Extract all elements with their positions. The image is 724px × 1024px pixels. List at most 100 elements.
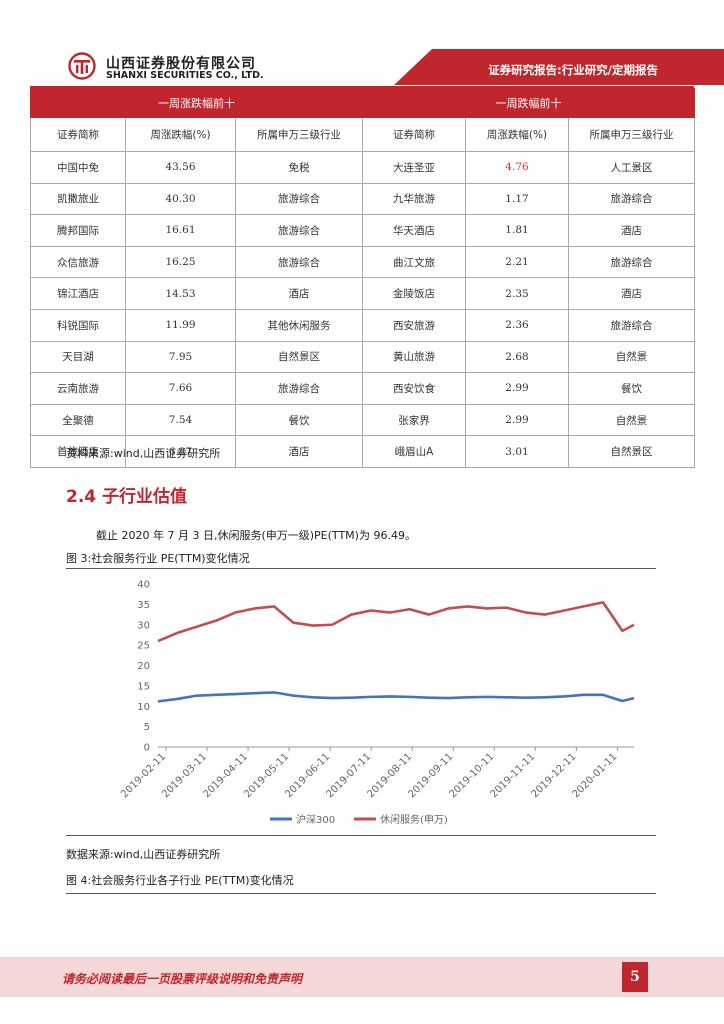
table-cell: 酒店 xyxy=(235,277,363,310)
table-cell: 11.99 xyxy=(125,308,236,342)
table-cell: 张家界 xyxy=(362,403,466,437)
table-cell: 旅游综合 xyxy=(235,214,363,247)
table-cell: 4.76 xyxy=(465,151,569,184)
table-cell: 云南旅游 xyxy=(30,372,126,405)
table-row: 凯撒旅业 40.30 旅游综合 九华旅游 1.17 旅游综合 xyxy=(30,182,696,216)
table-cell: 旅游综合 xyxy=(567,245,696,279)
table-cell: 6.27 xyxy=(125,435,236,468)
legend-label: 休闲服务(申万) xyxy=(380,813,448,826)
table-cell: 中国中免 xyxy=(30,151,126,184)
table-cell: 16.61 xyxy=(125,214,236,247)
table-cell: 旅游综合 xyxy=(567,182,696,216)
table-cell: 旅游综合 xyxy=(235,245,363,279)
table-cell: 天目湖 xyxy=(30,340,126,374)
y-tick-label: 15 xyxy=(137,681,150,692)
table-cell: 大连圣亚 xyxy=(362,151,466,184)
table-cell: 自然景区 xyxy=(567,435,696,468)
figure4-top-rule xyxy=(66,893,656,894)
table-cell: 7.54 xyxy=(125,403,236,437)
table-row: 首旅酒店 6.27 酒店 峨眉山A 3.01 自然景区 xyxy=(30,435,696,468)
table-cell: 2.99 xyxy=(465,403,569,437)
table-row: 云南旅游 7.66 旅游综合 西安饮食 2.99 餐饮 xyxy=(30,372,696,405)
table-cell: 自然景 xyxy=(567,340,696,374)
table-cell: 2.21 xyxy=(465,245,569,279)
column-header: 周涨跌幅(%) xyxy=(125,117,236,152)
pe-line-chart: 0 5 10 15 20 25 30 35 40 2019-02-112019-03-11201… xyxy=(119,580,635,826)
header-banner xyxy=(394,49,724,85)
table-cell: 40.30 xyxy=(125,182,236,216)
table-cell: 免税 xyxy=(235,151,363,184)
page-number: 5 xyxy=(622,962,648,992)
table-cell: 科锐国际 xyxy=(30,308,126,342)
chart-series xyxy=(157,601,635,703)
section-title: 2.4 子行业估值 xyxy=(66,487,188,507)
table-cell: 峨眉山A xyxy=(362,435,466,468)
table-cell: 九华旅游 xyxy=(362,182,466,216)
table-cell: 7.95 xyxy=(125,340,236,374)
table-row: 天目湖 7.95 自然景区 黄山旅游 2.68 自然景 xyxy=(30,340,696,374)
table-cell: 酒店 xyxy=(567,277,696,310)
table-cell: 全聚德 xyxy=(30,403,126,437)
figure3-bottom-rule xyxy=(66,835,656,836)
table-cell: 3.01 xyxy=(465,435,569,468)
table-cell: 43.56 xyxy=(125,151,236,184)
y-tick-label: 40 xyxy=(137,580,150,591)
table-cell: 酒店 xyxy=(235,435,363,468)
table-cell: 众信旅游 xyxy=(30,245,126,279)
weekly-ranking-table: 一周涨跌幅前十 一周跌幅前十 证券简称 周涨跌幅(%) 所属申万三级行业 证券简… xyxy=(30,88,696,468)
disclaimer-text: 请务必阅读最后一页股票评级说明和免责声明 xyxy=(62,972,303,986)
company-name-en: SHANXI SECURITIES CO., LTD. xyxy=(106,70,264,81)
table-body: 中国中免 43.56 免税 大连圣亚 4.76 人工景区 凯撒旅业 40.30 旅游综合 九华旅游… xyxy=(30,151,696,468)
chart-legend: 沪深300 休闲服务(申万) xyxy=(270,813,448,826)
table-row: 科锐国际 11.99 其他休闲服务 西安旅游 2.36 旅游综合 xyxy=(30,308,696,342)
figure4-caption: 图 4:社会服务行业各子行业 PE(TTM)变化情况 xyxy=(66,874,294,887)
table-row: 众信旅游 16.25 旅游综合 曲江文旅 2.21 旅游综合 xyxy=(30,245,696,279)
table-row: 全聚德 7.54 餐饮 张家界 2.99 自然景 xyxy=(30,403,696,437)
y-axis: 0 5 10 15 20 25 30 35 40 xyxy=(137,580,150,754)
y-tick-label: 10 xyxy=(137,702,150,713)
table-cell: 人工景区 xyxy=(567,151,696,184)
figure3-top-rule xyxy=(66,568,656,569)
table-cell: 1.81 xyxy=(465,214,569,247)
table-cell: 旅游综合 xyxy=(567,308,696,342)
table-cell: 旅游综合 xyxy=(235,372,363,405)
table-cell: 曲江文旅 xyxy=(362,245,466,279)
table-cell: 腾邦国际 xyxy=(30,214,126,247)
table-cell: 2.68 xyxy=(465,340,569,374)
table-cell: 金陵饭店 xyxy=(362,277,466,310)
header-divider xyxy=(30,86,694,89)
table-cell: 黄山旅游 xyxy=(362,340,466,374)
y-tick-label: 30 xyxy=(137,620,150,631)
table-cell: 1.17 xyxy=(465,182,569,216)
column-header: 周涨跌幅(%) xyxy=(465,117,569,152)
figure3-caption: 图 3:社会服务行业 PE(TTM)变化情况 xyxy=(66,552,250,565)
table-cell: 西安饮食 xyxy=(362,372,466,405)
table-cell: 2.35 xyxy=(465,277,569,310)
table-cell: 华天酒店 xyxy=(362,214,466,247)
column-header: 证券简称 xyxy=(30,117,126,152)
y-tick-label: 5 xyxy=(144,722,150,733)
table-cell: 凯撒旅业 xyxy=(30,182,126,216)
x-axis: 2019-02-112019-03-112019-04-112019-05-11… xyxy=(119,746,634,800)
company-logo-icon xyxy=(68,52,96,80)
page-footer xyxy=(0,957,724,997)
table-cell: 餐饮 xyxy=(235,403,363,437)
y-tick-label: 20 xyxy=(137,661,150,672)
table-title-row: 一周涨跌幅前十 一周跌幅前十 xyxy=(30,88,696,118)
chart-source: 数据来源:wind,山西证券研究所 xyxy=(66,848,221,861)
table-cell: 16.25 xyxy=(125,245,236,279)
column-header: 所属申万三级行业 xyxy=(567,117,696,152)
y-tick-label: 25 xyxy=(137,641,150,652)
table-cell: 旅游综合 xyxy=(235,182,363,216)
table-cell: 餐饮 xyxy=(567,372,696,405)
series-line-1 xyxy=(157,601,635,643)
table-cell: 酒店 xyxy=(567,214,696,247)
table-row: 中国中免 43.56 免税 大连圣亚 4.76 人工景区 xyxy=(30,151,696,184)
report-type: 证券研究报告:行业研究/定期报告 xyxy=(488,63,658,77)
legend-label: 沪深300 xyxy=(296,813,335,826)
pe-paragraph: 截止 2020 年 7 月 3 日,休闲服务(申万一级)PE(TTM)为 96.… xyxy=(96,529,416,542)
table-cell: 7.66 xyxy=(125,372,236,405)
table-cell: 14.53 xyxy=(125,277,236,310)
column-header: 所属申万三级行业 xyxy=(235,117,363,152)
company-name-cn: 山西证券股份有限公司 xyxy=(106,56,256,72)
